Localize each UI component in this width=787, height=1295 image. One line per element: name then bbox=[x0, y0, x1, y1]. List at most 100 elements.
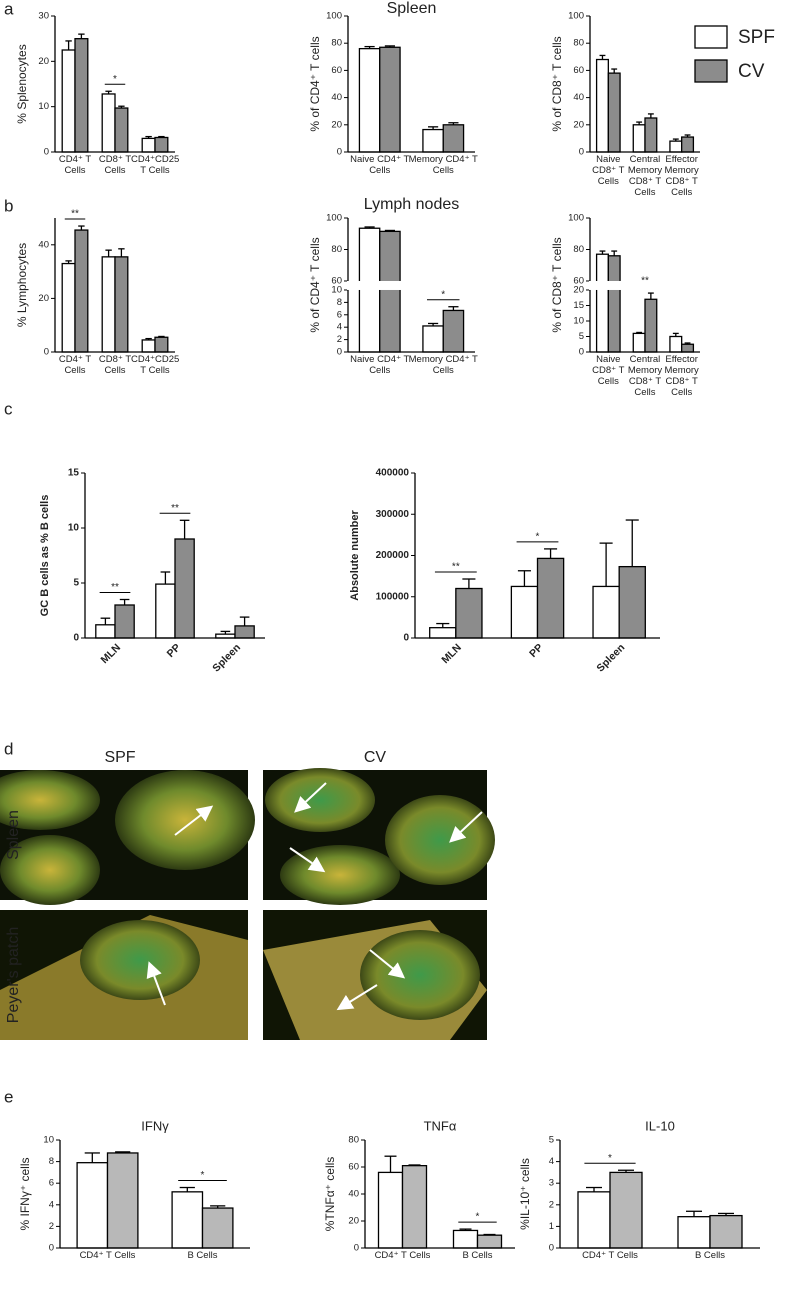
x-tick-label: B Cells bbox=[187, 1251, 218, 1261]
y-axis-label: % IFNγ⁺ cells bbox=[18, 1157, 32, 1230]
y-tick-label: 60 bbox=[573, 65, 584, 76]
y-tick-label: 0 bbox=[49, 1243, 54, 1254]
label-box: CD4⁺ T Cells bbox=[58, 355, 92, 376]
y-tick-label: 5 bbox=[549, 1135, 554, 1146]
y-tick-label: 400000 bbox=[376, 468, 410, 479]
bar bbox=[95, 624, 116, 639]
bar bbox=[74, 229, 89, 353]
y-tick-label: 3 bbox=[549, 1178, 554, 1189]
label-box: CD4⁺ T Cells bbox=[375, 1251, 431, 1261]
legend-label: SPF bbox=[738, 27, 775, 48]
bar bbox=[476, 1234, 503, 1249]
y-tick-label: 20 bbox=[573, 284, 584, 295]
label-box: Naive CD4⁺ T Cells bbox=[350, 355, 409, 376]
bar bbox=[669, 335, 683, 353]
bar bbox=[114, 107, 129, 153]
x-tick-label: MLN bbox=[439, 642, 464, 667]
bar bbox=[201, 1207, 234, 1249]
bar bbox=[101, 93, 116, 153]
label-box: CD4⁺CD25⁺ T Cells bbox=[131, 355, 179, 376]
y-tick-label: 80 bbox=[573, 244, 584, 255]
y-tick-label: 40 bbox=[573, 92, 584, 103]
bar bbox=[644, 117, 658, 153]
y-tick-label: 30 bbox=[38, 11, 49, 22]
significance-label: ** bbox=[111, 582, 119, 593]
panel-label: b bbox=[4, 196, 13, 215]
significance-label: * bbox=[608, 1153, 612, 1164]
bar bbox=[669, 140, 683, 153]
bar bbox=[155, 583, 176, 639]
y-tick-label: 0 bbox=[73, 633, 79, 644]
x-tick-label: Naive CD8⁺ T Cells bbox=[592, 155, 625, 187]
y-tick-label: 10 bbox=[573, 316, 584, 327]
label-box: Naive CD8⁺ T Cells bbox=[592, 155, 625, 187]
y-axis-label: % Splenocytes bbox=[15, 44, 29, 123]
y-tick-label: 60 bbox=[348, 1162, 359, 1173]
image-column-label: CV bbox=[364, 749, 387, 766]
y-tick-label: 0 bbox=[44, 347, 49, 358]
bar bbox=[429, 627, 457, 639]
bar bbox=[709, 1214, 743, 1249]
bar bbox=[377, 1171, 404, 1249]
y-tick-label: 10 bbox=[68, 523, 80, 534]
y-tick-label: 2 bbox=[337, 334, 342, 345]
x-tick-label: CD8⁺ T Cells bbox=[98, 355, 132, 376]
bar bbox=[592, 585, 620, 639]
bar bbox=[358, 227, 381, 353]
label-box: B Cells bbox=[695, 1251, 725, 1261]
bar bbox=[401, 1165, 428, 1249]
bar bbox=[101, 256, 116, 353]
y-tick-label: 100 bbox=[568, 213, 584, 224]
y-tick-label: 80 bbox=[331, 38, 342, 49]
x-tick-label: MLN bbox=[99, 642, 124, 667]
image-row-label: Peyer's patch bbox=[5, 927, 22, 1023]
label-box: B Cells bbox=[187, 1251, 218, 1261]
x-tick-label: PP bbox=[527, 642, 545, 660]
y-tick-label: 0 bbox=[337, 147, 342, 158]
y-axis-label: % Lymphocytes bbox=[15, 243, 29, 327]
bar bbox=[154, 336, 169, 353]
x-tick-label: Spleen bbox=[210, 642, 243, 675]
y-tick-label: 60 bbox=[331, 275, 342, 286]
bar bbox=[681, 343, 695, 353]
bar bbox=[452, 1229, 479, 1249]
bar bbox=[618, 565, 646, 639]
y-tick-label: 4 bbox=[49, 1199, 54, 1210]
x-tick-label: Naive CD8⁺ T Cells bbox=[592, 355, 625, 387]
chart-title: IFNγ bbox=[141, 1118, 169, 1133]
bar bbox=[171, 1191, 204, 1249]
bar bbox=[141, 339, 156, 353]
x-tick-label: CD4⁺ T Cells bbox=[58, 355, 92, 376]
chart-title: Spleen bbox=[387, 0, 437, 17]
y-tick-label: 8 bbox=[49, 1156, 54, 1167]
y-tick-label: 1 bbox=[549, 1221, 554, 1232]
bar bbox=[595, 58, 609, 153]
y-axis-label: %TNFα⁺ cells bbox=[323, 1157, 337, 1232]
panel-label: d bbox=[4, 739, 13, 758]
label-box: Naive CD4⁺ T Cells bbox=[350, 155, 409, 176]
y-tick-label: 100000 bbox=[376, 591, 410, 602]
legend-label: CV bbox=[738, 61, 765, 82]
legend-swatch bbox=[694, 59, 728, 83]
bar bbox=[358, 47, 381, 153]
y-tick-label: 6 bbox=[49, 1178, 54, 1189]
bar bbox=[379, 46, 401, 153]
y-tick-label: 4 bbox=[337, 322, 342, 333]
panel-label: a bbox=[4, 0, 14, 18]
panel-label: e bbox=[4, 1087, 13, 1106]
label-box: Central Memory CD8⁺ T Cells bbox=[628, 155, 662, 198]
bar bbox=[455, 587, 483, 639]
significance-label: * bbox=[441, 289, 445, 300]
y-axis-label: Absolute number bbox=[349, 510, 361, 601]
y-tick-label: 8 bbox=[337, 297, 342, 308]
y-tick-label: 40 bbox=[348, 1189, 359, 1200]
y-axis-label: % of CD8⁺ T cells bbox=[550, 36, 564, 131]
y-tick-label: 15 bbox=[68, 468, 80, 479]
chart-title: Lymph nodes bbox=[364, 196, 459, 213]
y-tick-label: 20 bbox=[38, 293, 49, 304]
bar bbox=[234, 625, 255, 639]
bar bbox=[61, 49, 76, 153]
y-tick-label: 0 bbox=[403, 633, 409, 644]
y-axis-label: % of CD4⁺ T cells bbox=[308, 237, 322, 332]
label-box: CD4⁺ T Cells bbox=[59, 155, 91, 176]
